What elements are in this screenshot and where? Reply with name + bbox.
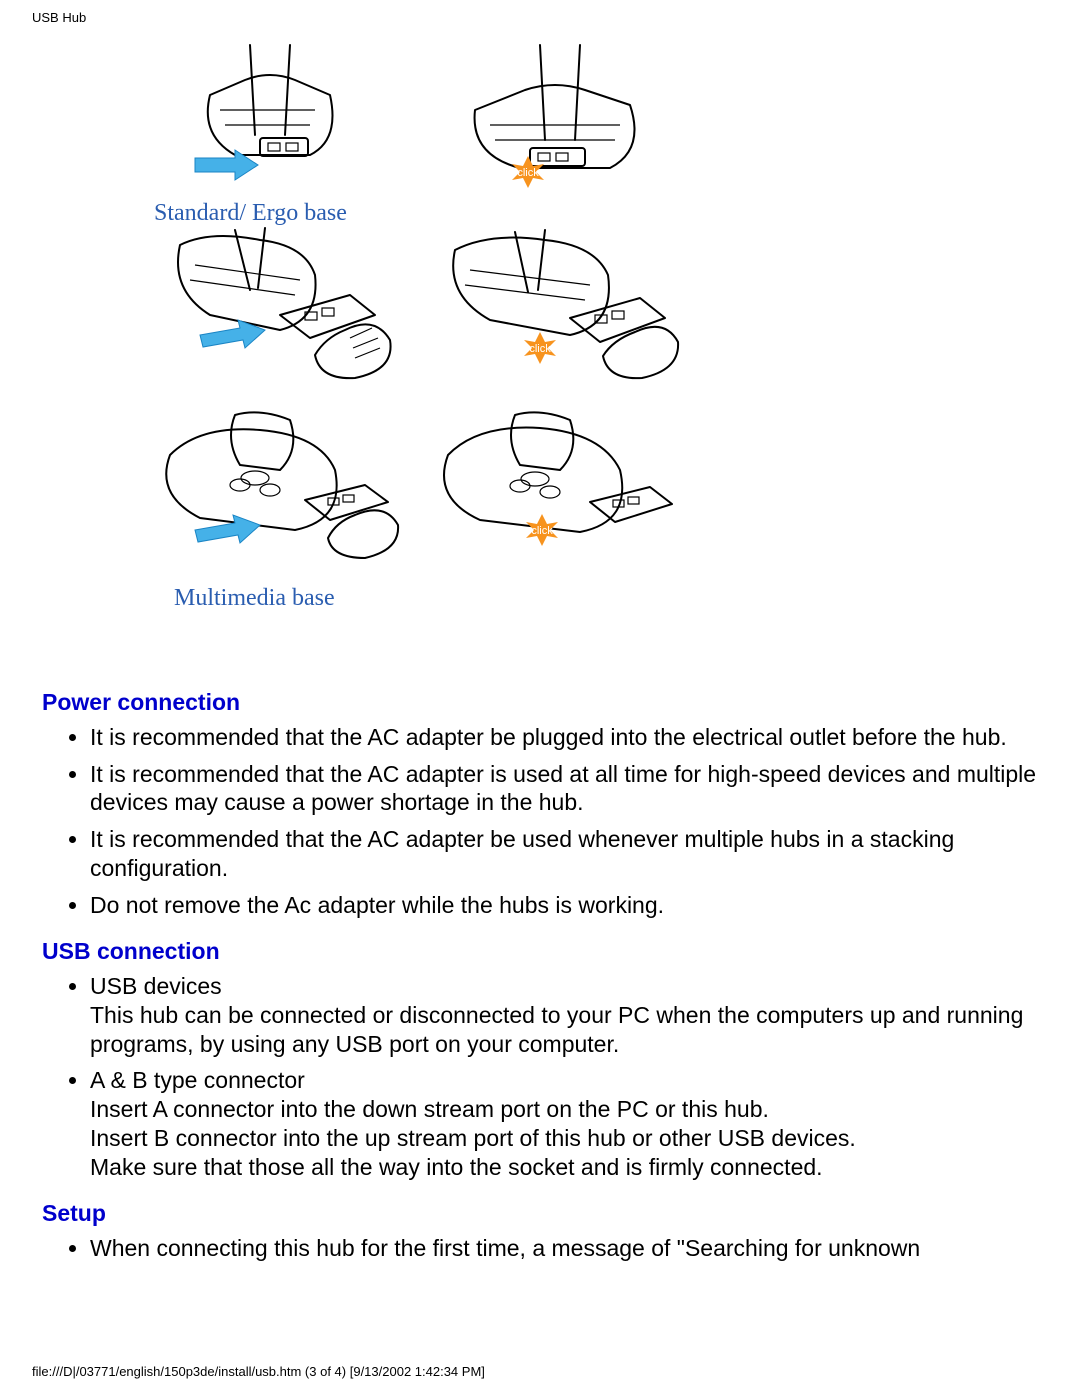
click-label: click (529, 343, 551, 355)
list-item: When connecting this hub for the first t… (90, 1234, 1042, 1263)
power-connection-list: It is recommended that the AC adapter be… (42, 723, 1042, 920)
diagram-ergo-insert (140, 220, 420, 400)
page-footer: file:///D|/03771/english/150p3de/install… (32, 1364, 485, 1379)
item-desc: This hub can be connected or disconnecte… (90, 1001, 1042, 1059)
list-item: Do not remove the Ac adapter while the h… (90, 891, 1042, 920)
caption-standard-ergo: Standard/ Ergo base (154, 200, 347, 227)
diagram-standard-click: click (420, 40, 700, 220)
diagram-standard-insert (140, 40, 420, 220)
caption-multimedia: Multimedia base (174, 585, 335, 612)
heading-power-connection: Power connection (42, 688, 1042, 717)
list-item: It is recommended that the AC adapter is… (90, 760, 1042, 818)
diagram-multimedia-insert (140, 400, 420, 580)
heading-setup: Setup (42, 1199, 1042, 1228)
list-item: It is recommended that the AC adapter be… (90, 825, 1042, 883)
header-title: USB Hub (32, 10, 86, 25)
setup-list: When connecting this hub for the first t… (42, 1234, 1042, 1263)
main-content: Power connection It is recommended that … (42, 670, 1042, 1271)
list-item: USB devices This hub can be connected or… (90, 972, 1042, 1058)
diagram-multimedia-click: click (420, 400, 700, 580)
list-item: It is recommended that the AC adapter be… (90, 723, 1042, 752)
heading-usb-connection: USB connection (42, 937, 1042, 966)
installation-diagram: click (140, 40, 700, 630)
click-label: click (531, 525, 553, 537)
click-label: click (517, 167, 539, 179)
footer-text: file:///D|/03771/english/150p3de/install… (32, 1364, 485, 1379)
list-item: A & B type connector Insert A connector … (90, 1066, 1042, 1181)
item-desc: Insert A connector into the down stream … (90, 1095, 1042, 1181)
usb-connection-list: USB devices This hub can be connected or… (42, 972, 1042, 1181)
page-header: USB Hub (32, 10, 86, 25)
diagram-ergo-click: click (420, 220, 700, 400)
